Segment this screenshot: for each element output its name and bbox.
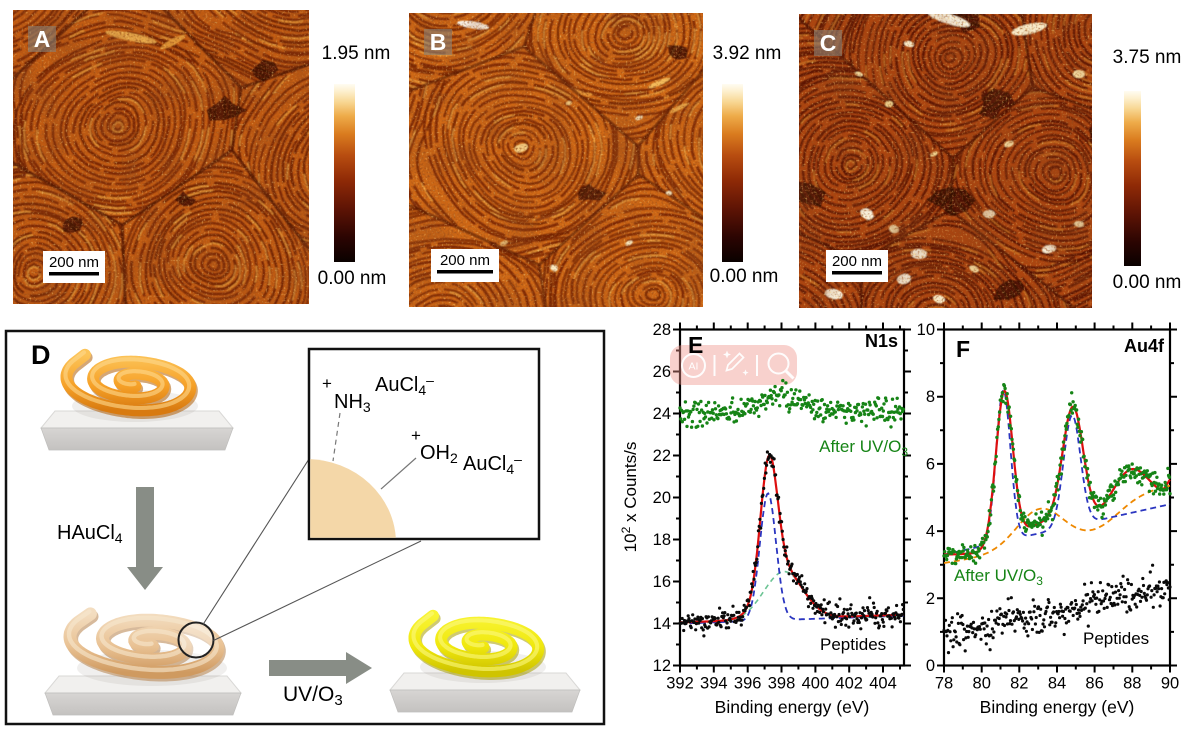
svg-text:392: 392 xyxy=(666,675,694,693)
svg-text:200 nm: 200 nm xyxy=(49,254,99,271)
svg-text:0.00 nm: 0.00 nm xyxy=(1113,272,1182,293)
svg-text:24: 24 xyxy=(653,405,671,423)
svg-text:86: 86 xyxy=(1085,675,1103,693)
svg-text:10: 10 xyxy=(917,321,935,339)
svg-text:3.92 nm: 3.92 nm xyxy=(713,43,782,64)
svg-text:Binding energy (eV): Binding energy (eV) xyxy=(715,697,870,717)
svg-text:F: F xyxy=(956,336,970,362)
svg-text:B: B xyxy=(430,29,447,55)
svg-text:+: + xyxy=(411,426,421,445)
svg-text:Au4f: Au4f xyxy=(1124,336,1165,356)
svg-text:28: 28 xyxy=(653,321,671,339)
svg-text:398: 398 xyxy=(768,675,796,693)
svg-text:After UV/O3: After UV/O3 xyxy=(954,566,1043,588)
svg-text:AuCl4–: AuCl4– xyxy=(463,451,522,477)
svg-text:80: 80 xyxy=(973,675,991,693)
svg-text:402: 402 xyxy=(835,675,863,693)
svg-text:88: 88 xyxy=(1123,675,1141,693)
svg-text:18: 18 xyxy=(653,531,671,549)
svg-text:82: 82 xyxy=(1010,675,1028,693)
svg-text:0.00 nm: 0.00 nm xyxy=(318,268,387,289)
svg-text:A: A xyxy=(34,26,51,52)
svg-text:C: C xyxy=(820,30,837,56)
svg-text:2: 2 xyxy=(926,590,935,608)
svg-text:6: 6 xyxy=(926,455,935,473)
svg-text:78: 78 xyxy=(935,675,953,693)
svg-text:Peptides: Peptides xyxy=(1083,629,1149,648)
svg-text:396: 396 xyxy=(734,675,762,693)
svg-text:+: + xyxy=(322,374,332,393)
svg-text:UV/O3: UV/O3 xyxy=(283,683,343,709)
svg-text:N1s: N1s xyxy=(865,331,898,351)
svg-text:D: D xyxy=(31,340,51,370)
svg-text:After UV/O3: After UV/O3 xyxy=(819,437,908,459)
svg-text:102 x Counts/s: 102 x Counts/s xyxy=(619,442,640,553)
svg-text:22: 22 xyxy=(653,447,671,465)
svg-text:200 nm: 200 nm xyxy=(832,253,882,270)
svg-text:8: 8 xyxy=(926,388,935,406)
svg-text:14: 14 xyxy=(653,615,671,633)
svg-text:200 nm: 200 nm xyxy=(440,252,490,269)
svg-text:0.00 nm: 0.00 nm xyxy=(710,266,779,287)
svg-text:0: 0 xyxy=(926,657,935,675)
svg-text:HAuCl4: HAuCl4 xyxy=(57,522,123,546)
svg-text:AI: AI xyxy=(689,361,699,373)
svg-text:4: 4 xyxy=(926,523,935,541)
svg-text:400: 400 xyxy=(802,675,830,693)
svg-text:20: 20 xyxy=(653,489,671,507)
svg-text:16: 16 xyxy=(653,573,671,591)
svg-text:E: E xyxy=(688,332,703,358)
svg-text:AuCl4–: AuCl4– xyxy=(375,372,434,398)
svg-text:12: 12 xyxy=(653,657,671,675)
svg-text:Binding energy (eV): Binding energy (eV) xyxy=(980,697,1135,717)
svg-text:26: 26 xyxy=(653,363,671,381)
svg-text:84: 84 xyxy=(1048,675,1066,693)
svg-text:Peptides: Peptides xyxy=(820,635,886,654)
svg-text:3.75 nm: 3.75 nm xyxy=(1113,47,1182,68)
svg-text:404: 404 xyxy=(869,675,897,693)
svg-text:394: 394 xyxy=(700,675,728,693)
svg-text:1.95 nm: 1.95 nm xyxy=(322,43,391,64)
svg-text:90: 90 xyxy=(1161,675,1179,693)
